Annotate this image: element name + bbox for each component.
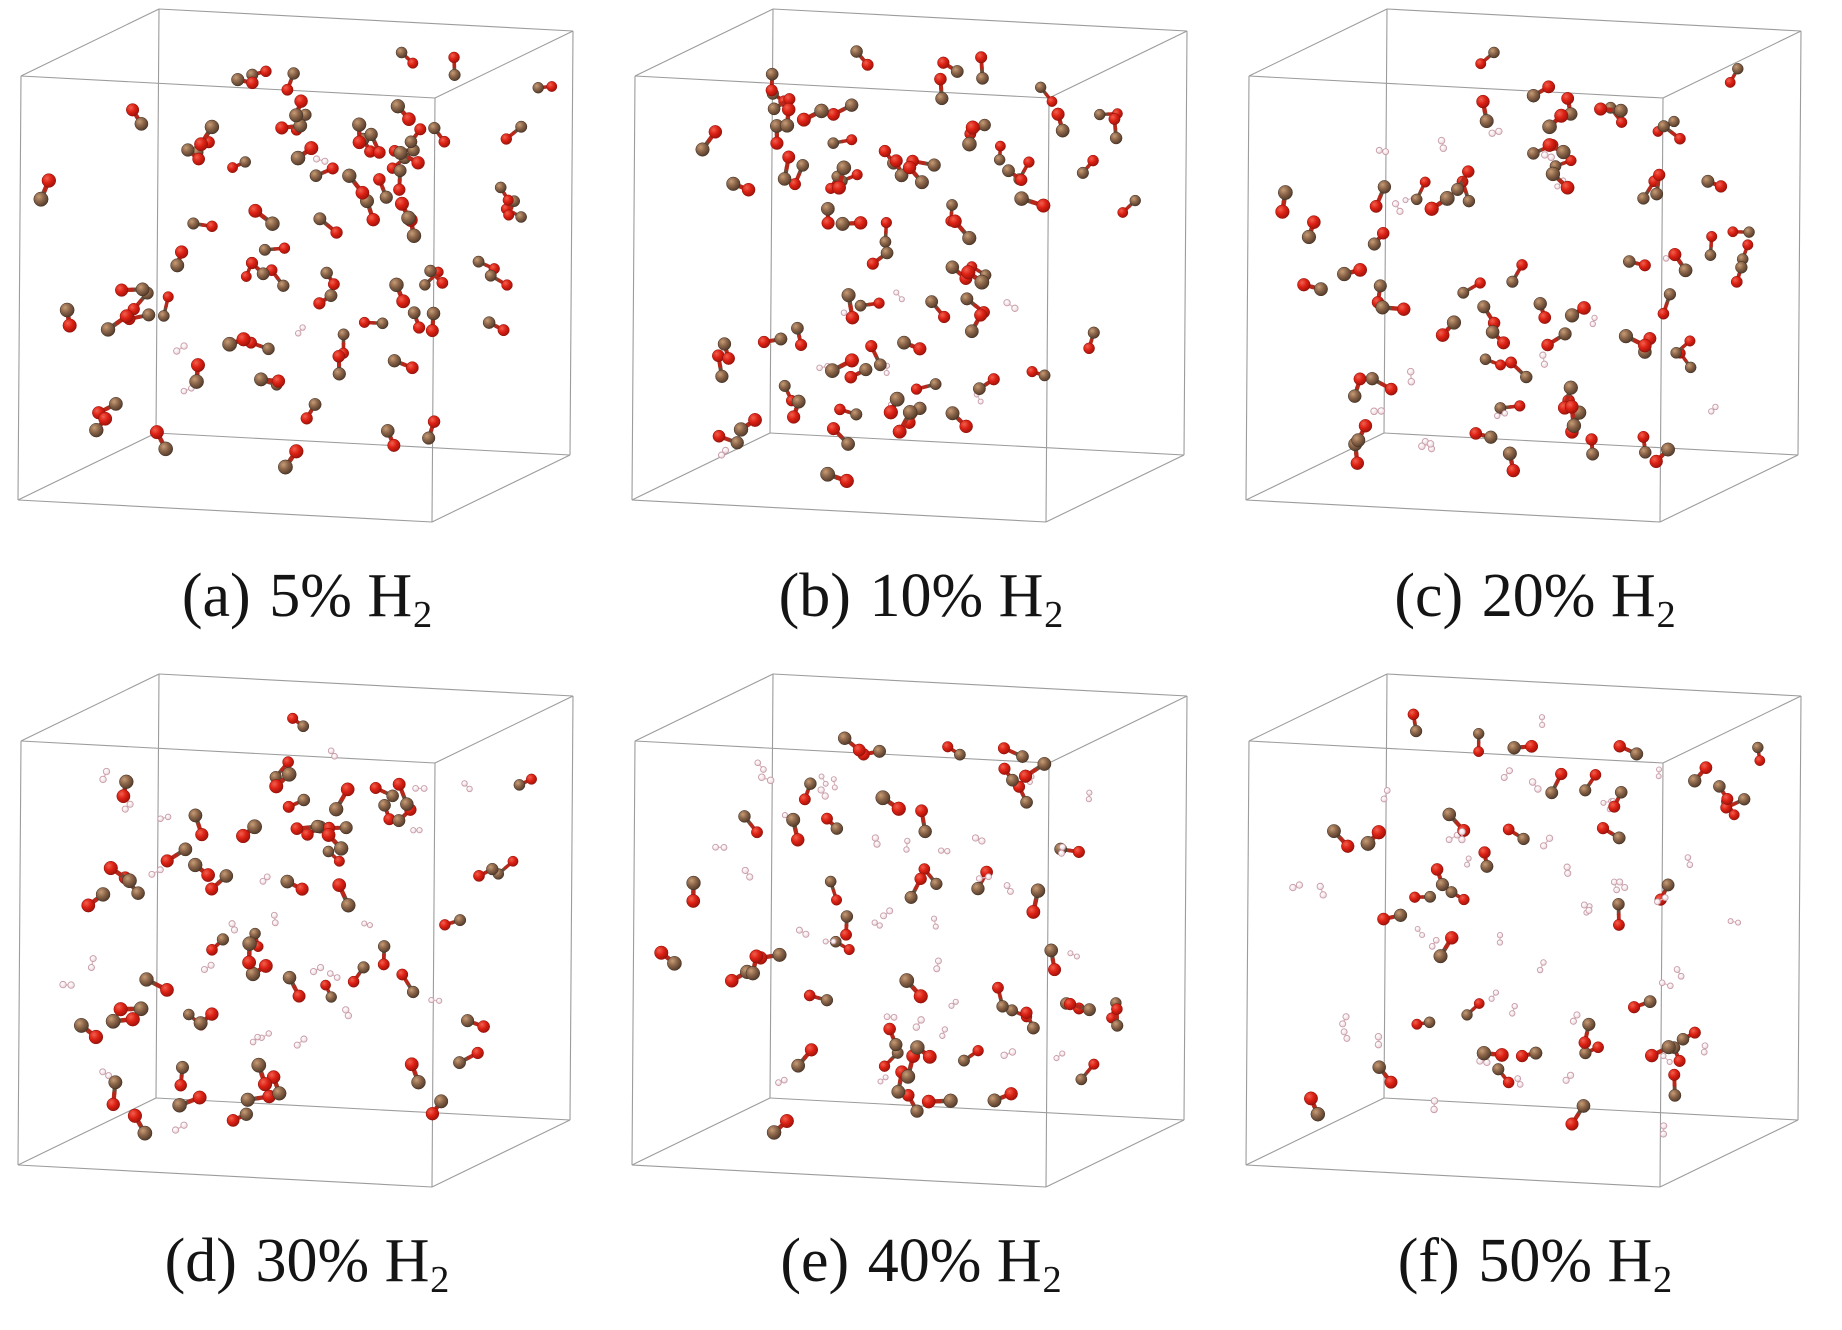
panel-composition: 5% H <box>269 562 413 630</box>
panel-caption-c: (c) 20% H2 <box>1394 562 1675 634</box>
panel-a: (a) 5% H2 <box>0 0 614 665</box>
panel-c: (c) 20% H2 <box>1228 0 1842 665</box>
panel-tag: (d) <box>164 1227 237 1295</box>
panel-f: (f) 50% H2 <box>1228 665 1842 1330</box>
simulation-box-image-f <box>1245 673 1802 1188</box>
panel-caption-f: (f) 50% H2 <box>1397 1227 1672 1299</box>
panel-caption-e: (e) 40% H2 <box>780 1227 1061 1299</box>
box-edges <box>1245 8 1802 523</box>
molecules <box>59 712 537 1141</box>
box-edges <box>631 673 1188 1188</box>
simulation-box-image-c <box>1245 8 1802 523</box>
panel-caption-a: (a) 5% H2 <box>181 562 432 634</box>
panel-subscript: 2 <box>412 593 433 636</box>
panel-tag: (e) <box>780 1227 850 1295</box>
simulation-box-image-d <box>17 673 574 1188</box>
panel-composition: 20% H <box>1481 562 1656 630</box>
molecules <box>654 731 1124 1140</box>
simulation-box-image-b <box>631 8 1188 523</box>
panel-b: (b) 10% H2 <box>614 0 1228 665</box>
panel-caption-d: (d) 30% H2 <box>164 1227 450 1299</box>
panel-caption-b: (b) 10% H2 <box>778 562 1064 634</box>
panel-subscript: 2 <box>430 1258 450 1301</box>
panel-composition: 10% H <box>869 562 1044 630</box>
panel-tag: (a) <box>181 562 251 630</box>
box-edges <box>17 673 574 1188</box>
molecules <box>33 46 558 475</box>
panel-subscript: 2 <box>1042 1258 1062 1301</box>
panel-d: (d) 30% H2 <box>0 665 614 1330</box>
panel-tag: (f) <box>1397 1227 1460 1295</box>
molecules <box>1289 708 1766 1138</box>
box-edges <box>1245 673 1802 1188</box>
panel-composition: 40% H <box>867 1227 1042 1295</box>
panel-e: (e) 40% H2 <box>614 665 1228 1330</box>
simulation-box-image-a <box>17 8 574 523</box>
panel-subscript: 2 <box>1044 593 1064 636</box>
simulation-box-image-e <box>631 673 1188 1188</box>
molecules <box>695 45 1141 489</box>
panel-tag: (c) <box>1394 562 1464 630</box>
box-edges <box>631 8 1188 523</box>
panel-subscript: 2 <box>1653 1258 1673 1301</box>
panel-subscript: 2 <box>1656 593 1676 636</box>
panel-composition: 50% H <box>1478 1227 1653 1295</box>
panel-composition: 30% H <box>255 1227 430 1295</box>
panel-tag: (b) <box>778 562 851 630</box>
molecules <box>1275 46 1755 478</box>
